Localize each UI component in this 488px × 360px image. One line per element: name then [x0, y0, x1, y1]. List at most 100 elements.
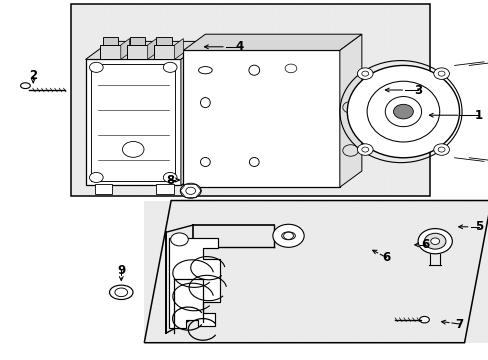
- Point: [280, 187, 288, 193]
- Point: [372, 209, 380, 215]
- Point: [76, 187, 83, 193]
- Point: [391, 292, 399, 298]
- Point: [398, 141, 406, 147]
- Point: [113, 118, 121, 123]
- Point: [279, 301, 287, 307]
- Point: [472, 273, 480, 279]
- Point: [261, 213, 268, 219]
- Point: [416, 209, 424, 215]
- Point: [329, 287, 337, 293]
- Point: [163, 21, 170, 27]
- Point: [181, 132, 189, 138]
- Point: [249, 118, 257, 123]
- Point: [466, 213, 473, 219]
- Point: [81, 21, 89, 27]
- Point: [267, 209, 275, 215]
- Point: [217, 204, 225, 210]
- Point: [335, 320, 343, 325]
- Point: [411, 72, 419, 77]
- Point: [280, 127, 288, 133]
- Point: [380, 44, 387, 50]
- Point: [217, 209, 225, 215]
- Point: [316, 199, 324, 205]
- Point: [405, 30, 412, 36]
- Point: [149, 278, 157, 284]
- Point: [299, 141, 307, 147]
- Point: [167, 237, 175, 242]
- Point: [299, 173, 307, 179]
- Point: [311, 122, 319, 128]
- Point: [274, 145, 282, 151]
- Point: [261, 218, 268, 224]
- Circle shape: [417, 229, 451, 254]
- Bar: [129, 37, 145, 45]
- Point: [243, 49, 251, 54]
- Point: [161, 306, 169, 311]
- Point: [150, 53, 158, 59]
- Point: [186, 297, 194, 302]
- Point: [304, 237, 312, 242]
- Point: [237, 81, 244, 87]
- Point: [329, 246, 337, 251]
- Point: [150, 178, 158, 184]
- Point: [291, 260, 299, 265]
- Point: [417, 85, 425, 91]
- Point: [262, 58, 269, 64]
- Point: [355, 113, 363, 119]
- Point: [329, 218, 337, 224]
- Point: [69, 173, 77, 179]
- Point: [262, 173, 269, 179]
- Point: [398, 53, 406, 59]
- Point: [262, 104, 269, 110]
- Point: [138, 12, 145, 18]
- Point: [175, 127, 183, 133]
- Point: [280, 136, 288, 142]
- Point: [268, 136, 276, 142]
- Point: [398, 26, 406, 31]
- Point: [243, 192, 251, 197]
- Point: [88, 159, 96, 165]
- Point: [229, 292, 237, 298]
- Point: [81, 99, 89, 105]
- Point: [343, 62, 350, 68]
- Point: [229, 324, 237, 330]
- Point: [405, 118, 412, 123]
- Point: [366, 209, 374, 215]
- Point: [428, 329, 436, 334]
- Point: [298, 260, 305, 265]
- Point: [187, 192, 195, 197]
- Point: [447, 250, 455, 256]
- Point: [200, 104, 207, 110]
- Ellipse shape: [200, 157, 210, 166]
- Point: [316, 237, 324, 242]
- Point: [422, 320, 430, 325]
- Point: [186, 232, 194, 238]
- Point: [273, 204, 281, 210]
- Point: [386, 164, 394, 170]
- Point: [336, 145, 344, 151]
- Point: [304, 218, 312, 224]
- Point: [441, 241, 448, 247]
- Point: [204, 315, 212, 321]
- Point: [69, 67, 77, 73]
- Point: [142, 283, 150, 288]
- Point: [286, 67, 294, 73]
- Point: [113, 159, 121, 165]
- Circle shape: [361, 147, 368, 152]
- Point: [459, 227, 467, 233]
- Point: [150, 173, 158, 179]
- Point: [206, 113, 214, 119]
- Point: [323, 315, 330, 321]
- Point: [411, 58, 419, 64]
- Point: [286, 150, 294, 156]
- Point: [206, 21, 214, 27]
- Point: [131, 35, 139, 41]
- Point: [391, 222, 399, 228]
- Point: [354, 232, 362, 238]
- Point: [243, 99, 251, 105]
- Point: [212, 44, 220, 50]
- Point: [299, 49, 307, 54]
- Point: [149, 250, 157, 256]
- Point: [367, 67, 375, 73]
- Point: [131, 7, 139, 13]
